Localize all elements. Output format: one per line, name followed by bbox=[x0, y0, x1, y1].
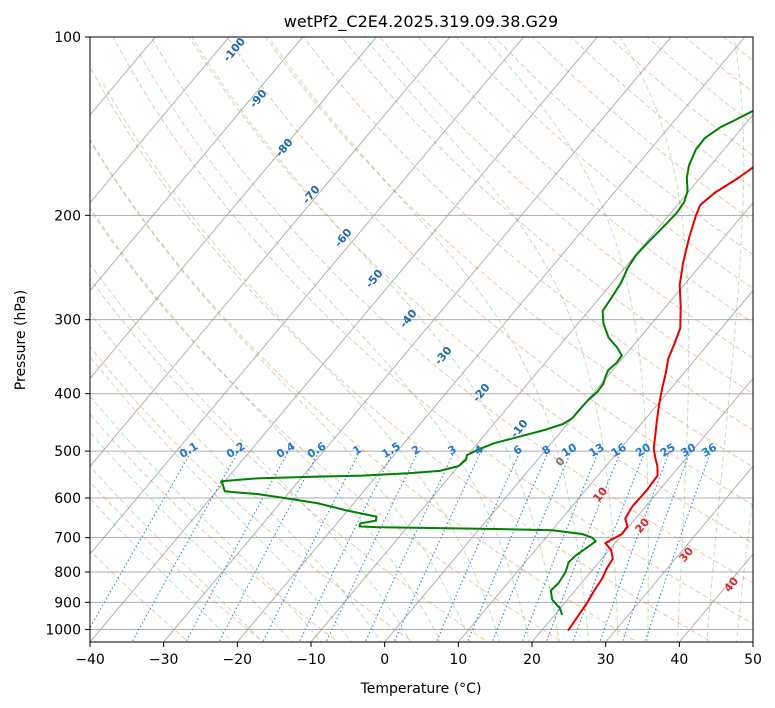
y-tick-label: 800 bbox=[54, 565, 81, 581]
isotherm-line bbox=[163, 37, 672, 642]
x-tick-label: −10 bbox=[296, 652, 326, 668]
y-axis: 100 200 300 400 500 600 700 800 900 1000 bbox=[45, 30, 90, 638]
mixing-ratio-line bbox=[491, 450, 572, 642]
dry-adiabat-line bbox=[150, 37, 753, 584]
moist-adiabat-line bbox=[90, 206, 441, 642]
dry-adiabat-line bbox=[303, 37, 753, 431]
x-axis: −40 −30 −20 −10 0 10 20 30 40 50 bbox=[75, 642, 762, 668]
isotherm-line bbox=[605, 465, 753, 642]
dry-adiabat-line bbox=[112, 37, 753, 625]
x-tick-label: 20 bbox=[523, 652, 541, 668]
x-tick-label: 0 bbox=[380, 652, 389, 668]
moist-adiabat-line bbox=[90, 395, 323, 642]
mixing-ratio-line bbox=[262, 450, 361, 642]
x-tick-label: 30 bbox=[597, 652, 615, 668]
moist-adiabat-line bbox=[90, 431, 293, 642]
dry-adiabat-line bbox=[264, 37, 753, 468]
mixing-ratio-line bbox=[545, 450, 622, 642]
plot-area: 0.1 0.2 0.4 0.6 1 1.5 2 3 4 6 8 10 13 16 20 25 30 36-100-… bbox=[89, 36, 754, 643]
moist-adiabat-line bbox=[102, 83, 501, 642]
mixing-ratio-line bbox=[599, 450, 671, 642]
pressure-gridlines bbox=[90, 37, 753, 630]
mixing-ratio-line bbox=[572, 450, 646, 642]
x-tick-label: 40 bbox=[670, 652, 688, 668]
dry-adiabat-line bbox=[188, 37, 753, 545]
x-tick-label: −30 bbox=[149, 652, 179, 668]
isotherm-line bbox=[90, 37, 451, 468]
dry-adiabat-line bbox=[90, 345, 414, 642]
isotherm-line bbox=[90, 37, 304, 292]
moist-adiabat-line bbox=[90, 312, 382, 642]
mixing-ratio-line bbox=[466, 450, 550, 642]
mixing-ratio-line bbox=[364, 450, 456, 642]
moist-adiabat-line bbox=[90, 263, 412, 642]
y-tick-label: 700 bbox=[54, 531, 81, 547]
mixing-ratio-lines bbox=[90, 450, 712, 642]
moist-adiabat-line bbox=[90, 355, 352, 642]
dry-adiabat-line bbox=[379, 37, 753, 359]
dewpoint-line bbox=[220, 109, 753, 616]
y-tick-label: 100 bbox=[54, 30, 81, 46]
isotherm-line bbox=[310, 114, 753, 642]
temperature-line bbox=[567, 166, 753, 632]
dry-adiabat-line bbox=[417, 37, 753, 324]
x-tick-label: −20 bbox=[223, 652, 253, 668]
isotherm-line bbox=[90, 37, 598, 642]
plot-frame bbox=[89, 36, 754, 643]
y-tick-label: 200 bbox=[54, 208, 81, 224]
y-tick-label: 600 bbox=[54, 491, 81, 507]
x-tick-label: 10 bbox=[449, 652, 467, 668]
mixing-ratio-line bbox=[90, 450, 193, 629]
y-axis-label: Pressure (hPa) bbox=[13, 290, 29, 390]
isotherm-line bbox=[90, 37, 230, 204]
y-tick-label: 1000 bbox=[45, 622, 81, 638]
isotherm-line bbox=[236, 37, 746, 642]
isotherm-line bbox=[90, 37, 525, 555]
y-tick-label: 300 bbox=[54, 313, 81, 329]
chart-title: wetPf2_C2E4.2025.319.09.38.G29 bbox=[284, 12, 558, 32]
isotherm-line bbox=[457, 289, 753, 642]
mixing-ratio-line bbox=[218, 450, 320, 642]
x-axis-label: Temperature (°C) bbox=[360, 681, 482, 697]
y-tick-label: 900 bbox=[54, 595, 81, 611]
y-tick-label: 400 bbox=[54, 387, 81, 403]
isotherm-line bbox=[531, 377, 753, 642]
temperature-gridlines bbox=[90, 37, 753, 642]
x-tick-label: 50 bbox=[744, 652, 762, 668]
mixing-ratio-line bbox=[644, 450, 712, 642]
x-tick-label: −40 bbox=[75, 652, 105, 668]
mixing-ratio-line bbox=[521, 450, 600, 642]
moist-adiabat-line bbox=[90, 465, 264, 642]
dry-adiabat-line bbox=[90, 208, 564, 642]
sounding-series bbox=[220, 109, 753, 632]
isotherm-line bbox=[90, 37, 377, 380]
y-tick-label: 500 bbox=[54, 444, 81, 460]
isotherm-line bbox=[384, 201, 753, 642]
mixing-ratio-line bbox=[621, 450, 691, 642]
